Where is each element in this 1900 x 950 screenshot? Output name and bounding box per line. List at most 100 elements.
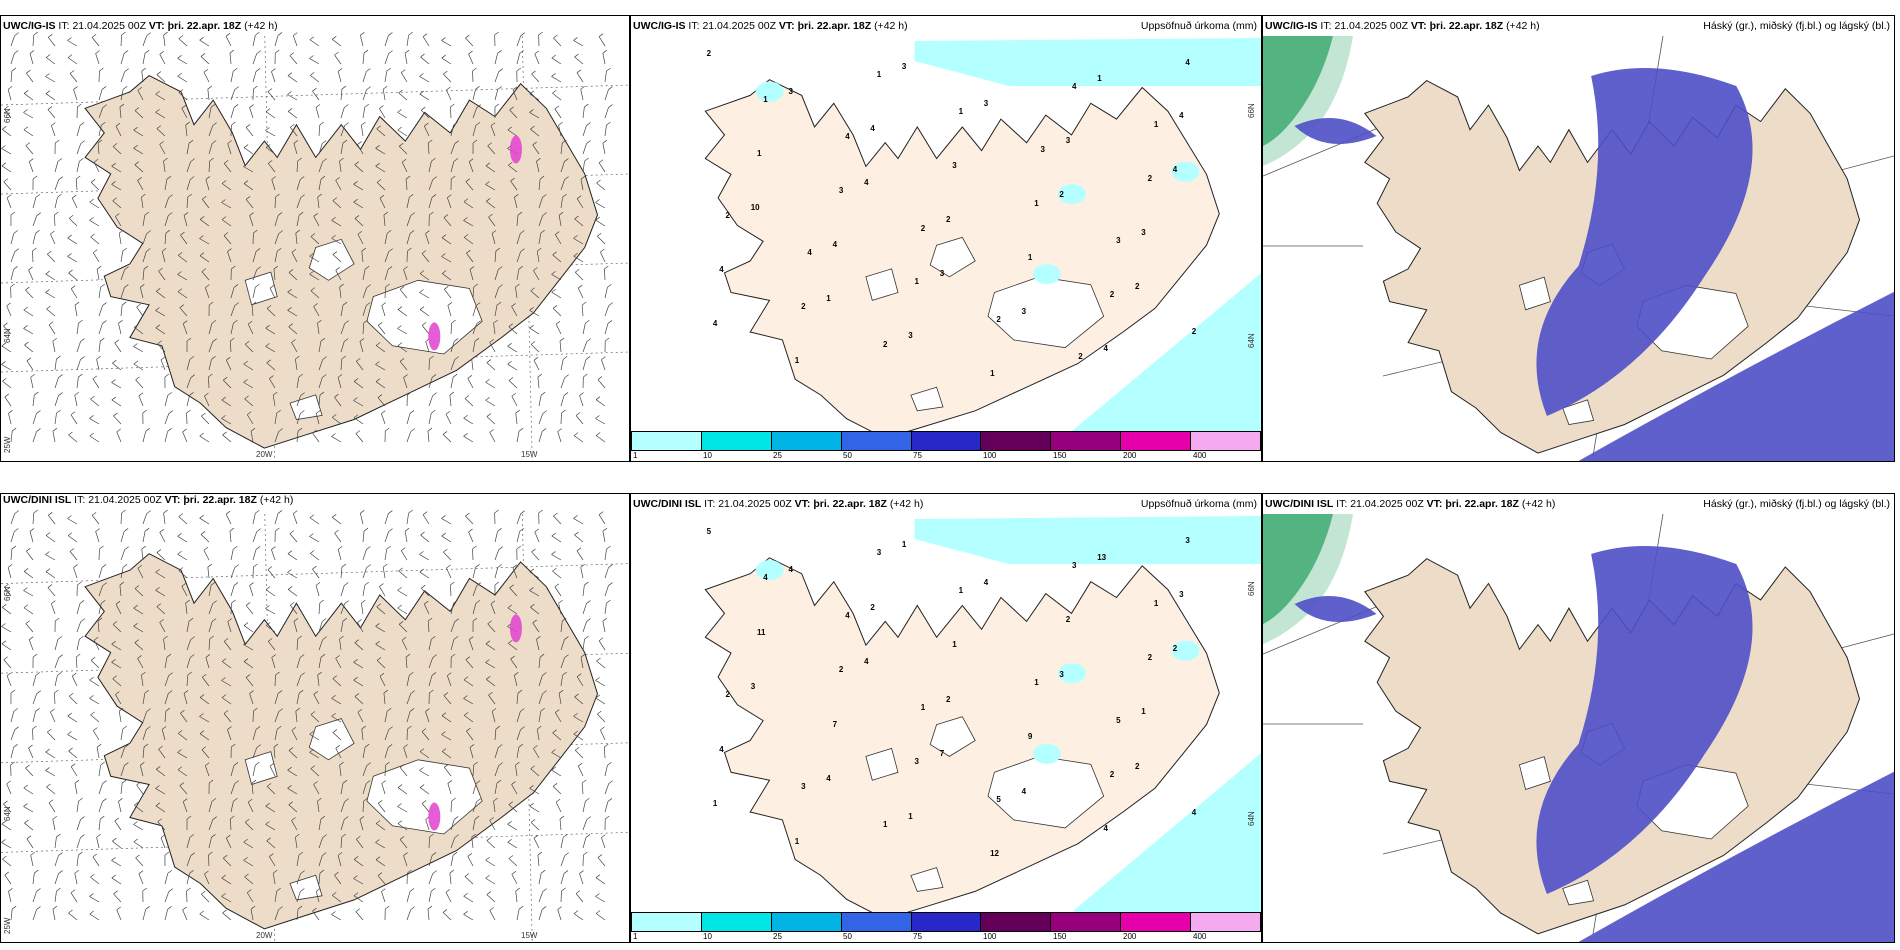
wind-barb-flag [366, 284, 371, 288]
wind-barb-flag [385, 283, 390, 288]
wind-barb-flag [381, 410, 386, 414]
wind-barb-flag [13, 744, 18, 748]
wind-barb-flag [155, 802, 161, 807]
lat-label: 64N [3, 328, 12, 343]
wind-barb [575, 893, 584, 903]
wind-barb [269, 856, 276, 867]
wind-barb-flag [72, 194, 77, 199]
wind-barb-flag [498, 284, 503, 288]
wind-barb [602, 53, 606, 65]
wind-barb-flag [227, 618, 232, 622]
wind-barb [67, 715, 78, 723]
wind-barb [221, 399, 232, 407]
wind-barb [580, 567, 584, 579]
wind-barb-flag [602, 139, 608, 144]
wind-barb-flag [211, 356, 216, 360]
wind-barb-flag [419, 90, 424, 95]
wind-barb-flag [134, 585, 140, 589]
high-cloud-halo [1263, 514, 1353, 644]
wind-barb-flag [403, 374, 408, 378]
wind-barb-flag [201, 412, 206, 417]
wind-barb [450, 161, 455, 173]
wind-barb [463, 417, 474, 425]
wind-barb [287, 572, 298, 579]
wind-barb-flag [441, 54, 446, 59]
wind-barb-flag [2, 604, 7, 608]
wind-barb-flag [575, 412, 581, 416]
wind-barb-flag [335, 745, 340, 749]
wind-barb [287, 769, 298, 777]
wind-barb [551, 76, 562, 83]
wind-barb [10, 233, 15, 245]
wind-barb-flag [121, 301, 127, 306]
wind-barb [397, 823, 408, 831]
wind-barb [177, 752, 188, 759]
wind-barb-flag [364, 103, 370, 108]
wind-barb [159, 532, 166, 543]
wind-barb-flag [68, 747, 73, 752]
wind-barb [67, 734, 78, 741]
wind-barb [332, 254, 342, 263]
wind-barb [353, 201, 364, 209]
wind-barb [180, 712, 188, 723]
wind-barb [177, 75, 188, 83]
wind-barb [7, 567, 12, 579]
wind-barb-flag [602, 617, 608, 622]
wind-barb-flag [4, 583, 9, 588]
colorbar-tick: 1 [633, 932, 638, 941]
wind-barb-flag [399, 358, 405, 362]
wind-barb-flag [136, 303, 141, 308]
wind-barb [516, 431, 520, 443]
wind-barb [362, 323, 365, 335]
wind-barb [507, 841, 518, 849]
precip-amount-label: 1 [876, 69, 882, 79]
wind-barb-flag [229, 49, 235, 54]
wind-barb [199, 219, 210, 227]
precip-amount-label: 3 [1179, 590, 1184, 600]
wind-barb-flag [558, 599, 563, 604]
wind-barb [156, 128, 166, 137]
colorbar-segment [771, 432, 842, 450]
colorbar-tick: 150 [1053, 451, 1067, 460]
precip-amount-label: 4 [712, 318, 718, 328]
wind-barb-flag [431, 194, 437, 198]
panel-wind-dini: UWC/DINI ISL IT: 21.04.2025 00Z VT: þri.… [0, 493, 630, 943]
wind-barb-flag [365, 302, 371, 306]
wind-barb [384, 286, 386, 299]
wind-barb [375, 165, 386, 173]
wind-barb-flag [46, 305, 51, 310]
precip-amount-label: 2 [1191, 327, 1197, 337]
wind-barb-flag [10, 283, 15, 288]
wind-barb [267, 91, 276, 101]
wind-barb [362, 747, 366, 759]
wind-barb [353, 859, 364, 867]
wind-barb [207, 567, 210, 579]
wind-barb-flag [361, 247, 366, 252]
wind-barb [472, 801, 478, 813]
wind-barb [160, 359, 166, 371]
wind-barb [208, 638, 211, 651]
wind-barb [67, 237, 78, 245]
wind-barb [274, 711, 280, 723]
wind-barb [164, 395, 169, 407]
wind-barb-flag [387, 744, 393, 748]
wind-barb [428, 197, 433, 209]
wind-barb [516, 711, 521, 723]
wind-barb [471, 359, 474, 371]
wind-barb [32, 891, 37, 903]
wind-barb [443, 73, 452, 83]
wind-barb-flag [155, 90, 160, 95]
wind-barb [538, 413, 544, 425]
wind-barb-flag [167, 870, 173, 874]
wind-barb [597, 857, 606, 867]
wind-barb-flag [221, 415, 226, 419]
wind-barb [359, 35, 364, 47]
wind-barb [376, 128, 386, 137]
wind-barb [404, 531, 408, 543]
lat-label: 64N [1247, 333, 1256, 348]
wind-barb-flag [177, 55, 182, 59]
wind-barb-flag [491, 708, 497, 712]
wind-barb [488, 694, 496, 705]
wind-barb-flag [375, 623, 380, 627]
precip-amount-label: 3 [750, 682, 756, 692]
